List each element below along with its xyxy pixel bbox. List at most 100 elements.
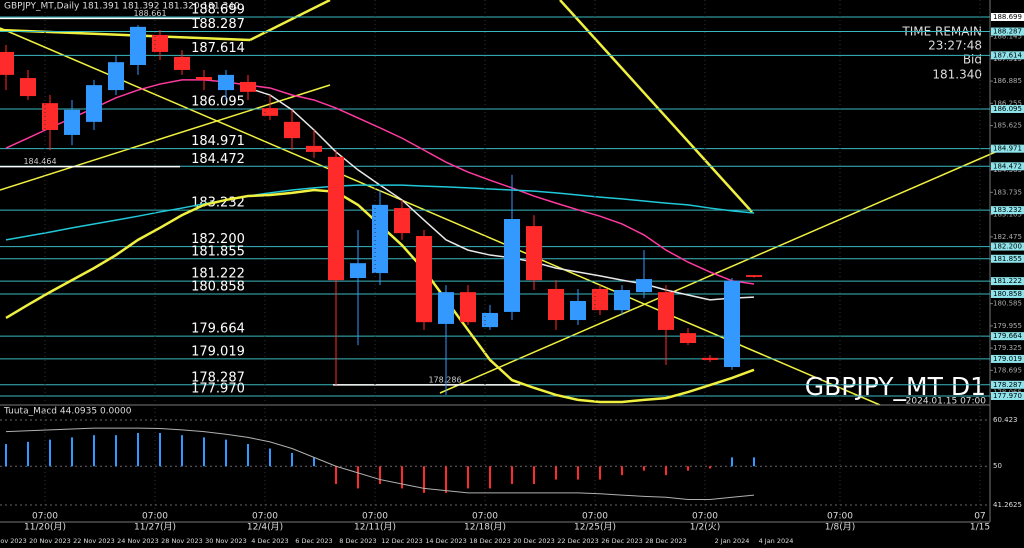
candle-body	[350, 263, 366, 279]
x-tick-label: 24 Nov 2023	[117, 537, 159, 545]
candle-body	[570, 300, 586, 321]
level-tag-label: 184.472	[993, 162, 1022, 170]
trend-line	[559, 0, 753, 213]
histogram-bar	[709, 466, 711, 469]
y-tick-label: 185.625	[993, 122, 1022, 130]
x-tick-label: 30 Nov 2023	[205, 537, 247, 545]
level-tag-label: 179.664	[993, 332, 1022, 340]
candle-body	[218, 74, 234, 91]
level-label: 188.287	[191, 17, 245, 32]
histogram-bar	[467, 466, 469, 489]
candle-body	[724, 280, 740, 368]
histogram-bar	[27, 441, 29, 467]
sub-y-tick-label: 41.2625	[993, 501, 1022, 509]
level-tag-label: 177.970	[993, 392, 1022, 400]
price-mark-label: 184.464	[23, 157, 56, 166]
level-label: 181.855	[191, 244, 245, 259]
indicator-line	[5, 79, 755, 285]
level-label: 186.095	[191, 94, 245, 109]
histogram-bar	[313, 457, 315, 467]
histogram-bar	[753, 457, 755, 467]
level-label: 188.699	[191, 2, 245, 17]
x-tick-label: 4 Jan 2024	[759, 537, 794, 545]
candle-body	[130, 26, 146, 65]
trend-line	[439, 149, 1001, 394]
x-tick-label: 6 Dec 2023	[295, 537, 332, 545]
x-tick-label: 22 Dec 2023	[557, 537, 599, 545]
candle-body	[240, 81, 256, 92]
week-date-label: 12/18(月)	[464, 522, 506, 533]
x-tick-label: 18 Dec 2023	[469, 537, 511, 545]
level-tag	[991, 254, 1024, 263]
histogram-bar	[357, 466, 359, 489]
x-tick-label: 26 Dec 2023	[601, 537, 643, 545]
level-tag-label: 181.855	[993, 255, 1022, 263]
candle-body	[460, 292, 476, 323]
histogram-bar	[93, 435, 95, 467]
week-date-label: 12/4(月)	[247, 522, 283, 533]
y-tick-label: 180.585	[993, 300, 1022, 308]
candle-body	[394, 208, 410, 234]
level-label: 181.222	[191, 267, 245, 282]
level-tag-label: 179.019	[993, 355, 1022, 363]
level-tag-label: 178.287	[993, 381, 1022, 389]
chart-title: GBPJPY_MT,Daily 181.391 181.392 181.320 …	[4, 2, 240, 12]
x-tick-label: 4 Dec 2023	[251, 537, 288, 545]
histogram-bar	[731, 457, 733, 467]
y-tick-label: 182.475	[993, 233, 1022, 241]
x-tick-label: 8 Dec 2023	[339, 537, 376, 545]
week-date-label: 1/2(火)	[690, 522, 721, 533]
histogram-bar	[687, 466, 689, 471]
candle-body	[438, 292, 454, 324]
sub-y-tick-label: 50	[993, 462, 1002, 470]
level-tag	[991, 104, 1024, 113]
histogram-bar	[489, 466, 491, 489]
level-tag	[991, 289, 1024, 298]
level-tag	[991, 51, 1024, 60]
candle-body	[86, 85, 102, 122]
histogram-bar	[423, 466, 425, 493]
x-tick-label: 20 Nov 2023	[29, 537, 71, 545]
level-tag	[991, 277, 1024, 286]
level-tag-label: 188.287	[993, 28, 1022, 36]
level-label: 184.971	[191, 134, 245, 149]
histogram-bar	[269, 448, 271, 467]
candle-body	[328, 156, 344, 281]
indicator-line	[5, 184, 755, 241]
level-tag	[991, 242, 1024, 251]
week-date-label: 1/15	[970, 523, 990, 533]
candle-body	[174, 56, 190, 70]
histogram-bar	[225, 439, 227, 467]
histogram-bar	[203, 437, 205, 467]
candle-body	[482, 312, 498, 328]
sub-y-tick-label: 60.423	[993, 416, 1018, 424]
candle-body	[108, 62, 124, 91]
candle-body	[284, 121, 300, 139]
level-tag	[991, 162, 1024, 171]
candle-body	[372, 204, 388, 274]
x-tick-label: 28 Nov 2023	[161, 537, 203, 545]
histogram-bar	[71, 437, 73, 467]
x-tick-label: 12 Dec 2023	[381, 537, 423, 545]
histogram-bar	[181, 435, 183, 467]
histogram-bar	[621, 466, 623, 476]
candle-body	[416, 235, 432, 323]
candle-body	[658, 292, 674, 330]
level-tag	[991, 144, 1024, 153]
candle-body	[592, 288, 608, 311]
level-label: 179.664	[191, 322, 245, 337]
candle-body	[262, 108, 278, 116]
candle-body	[306, 145, 322, 152]
candle-body	[614, 290, 630, 311]
candle-body	[152, 34, 168, 52]
histogram-bar	[555, 466, 557, 480]
candle-body	[548, 288, 564, 321]
candle-body	[636, 279, 652, 293]
trend-line	[0, 84, 331, 191]
histogram-bar	[643, 466, 645, 471]
time-label: 2024.01.15 07:00	[906, 397, 987, 407]
y-tick-label: 186.885	[993, 77, 1022, 85]
level-tag-label: 184.971	[993, 145, 1022, 153]
